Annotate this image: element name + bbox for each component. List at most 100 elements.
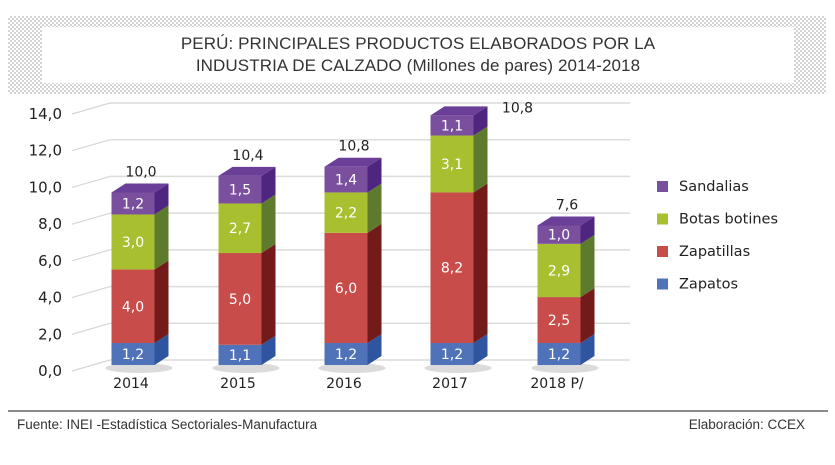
bar-top [430, 106, 488, 116]
chart-title-line-1: PERÚ: PRINCIPALES PRODUCTOS ELABORADOS P… [180, 34, 656, 53]
bar-total-label: 10,4 [232, 148, 263, 164]
chart-title-line-2: INDUSTRIA DE CALZADO (Millones de pares)… [195, 56, 641, 75]
legend: Sandalias Botas botines Zapatillas Zapatos [657, 179, 778, 293]
gridline-diagonal [71, 359, 111, 372]
gridline-diagonal [71, 322, 111, 335]
legend-label: Botas botines [679, 212, 778, 228]
bar-segment-zapatos [537, 342, 581, 365]
bar-segment-sandalias [111, 192, 155, 215]
segment-value-label: 1,4 [335, 173, 357, 189]
gridline-diagonal [71, 285, 111, 299]
bar-segment-side [580, 288, 595, 343]
x-tick-label: 2015 [220, 376, 256, 392]
gridline-diagonal [71, 212, 111, 225]
bar-shadow [105, 363, 173, 373]
bar-group-2016: 1,2 6,0 2,2 1,4 10,8 [318, 139, 386, 373]
bar-segment-zapatillas [537, 297, 581, 343]
segment-value-label: 2,5 [548, 313, 570, 329]
y-tick-label: 0,0 [38, 362, 62, 380]
legend-item-sandalias: Sandalias [657, 179, 749, 195]
bar-segment-side [154, 183, 169, 215]
bar-segment-side [261, 335, 276, 365]
legend-label: Sandalias [679, 179, 749, 195]
bar-segment-side [473, 126, 488, 193]
segment-value-label: 4,0 [122, 299, 144, 315]
bar-segment-side [261, 166, 276, 204]
title-band: PERÚ: PRINCIPALES PRODUCTOS ELABORADOS P… [8, 16, 826, 94]
x-tick-label: 2014 [113, 376, 149, 392]
bar-segment-side [580, 234, 595, 298]
bar-segment-side [367, 157, 382, 193]
bar-total-label: 10,0 [125, 164, 156, 180]
bar-segment-side [261, 244, 276, 345]
y-tick-label: 10,0 [29, 178, 62, 196]
y-tick-label: 6,0 [38, 252, 62, 270]
footer-divider [8, 410, 828, 412]
bar-segment-side [154, 205, 169, 270]
bar-group-2014: 1,2 4,0 3,0 1,2 10,0 [105, 164, 173, 373]
source-note: Fuente: INEI -Estadística Sectoriales-Ma… [17, 417, 318, 432]
bar-total-label: 10,8 [338, 139, 369, 155]
bar-top [218, 166, 276, 176]
segment-value-label: 2,7 [229, 221, 251, 237]
bar-segment-sandalias [218, 175, 262, 204]
bar-segment-side [154, 333, 169, 365]
bar-segment-zapatos [430, 342, 474, 365]
segment-value-label: 6,0 [335, 281, 357, 297]
y-tick-label: 12,0 [29, 142, 62, 160]
chart-title: PERÚ: PRINCIPALES PRODUCTOS ELABORADOS P… [42, 27, 794, 83]
bar-group-2017: 1,2 8,2 3,1 1,1 10,8 [424, 100, 533, 373]
legend-label: Zapatos [679, 277, 738, 293]
credit-note: Elaboración: CCEX [688, 417, 805, 432]
y-tick-label: 8,0 [38, 215, 62, 233]
bar-group-2015: 1,1 5,0 2,7 1,5 10,4 [212, 148, 280, 373]
bar-segment-sandalias [537, 225, 581, 244]
bar-top [324, 157, 382, 167]
bar-shadow [531, 363, 599, 373]
y-tick-label: 14,0 [29, 105, 62, 123]
legend-swatch [657, 181, 668, 192]
bars: 1,2 4,0 3,0 1,2 10,0 1,1 5,0 2,7 1,5 10,4 1,2 6,0 2,… [105, 100, 599, 373]
bar-segment-side [580, 333, 595, 365]
bar-total-label: 7,6 [556, 197, 578, 213]
bar-segment-zapatos [324, 342, 368, 365]
bar-segment-zapatillas [111, 269, 155, 343]
legend-swatch [657, 213, 668, 225]
segment-value-label: 8,2 [441, 261, 463, 277]
segment-value-label: 1,5 [229, 183, 251, 199]
bar-segment-side [367, 223, 382, 343]
bar-segment-sandalias [324, 166, 368, 193]
segment-value-label: 2,2 [335, 206, 357, 222]
bar-segment-side [473, 333, 488, 365]
bar-shadow [212, 363, 280, 373]
legend-item-botas-botines: Botas botines [657, 212, 778, 228]
bar-top [537, 216, 595, 226]
bar-segment-botas-botines [218, 203, 262, 254]
legend-item-zapatos: Zapatos [657, 277, 738, 293]
gridline-diagonal [71, 102, 111, 115]
y-axis: 0,0 2,0 4,0 6,0 8,0 10,0 12,0 14,0 [29, 105, 62, 380]
segment-value-label: 1,2 [335, 347, 357, 363]
bar-segment-zapatillas [324, 232, 368, 343]
y-tick-label: 2,0 [38, 325, 62, 343]
segment-value-label: 3,1 [441, 157, 463, 173]
gridline-diagonal [71, 139, 111, 152]
legend-label: Zapatillas [679, 244, 750, 260]
segment-value-label: 1,2 [548, 347, 570, 363]
segment-value-label: 1,1 [441, 118, 463, 134]
bar-group-2018P: 1,2 2,5 2,9 1,0 7,6 [531, 197, 599, 373]
segment-value-label: 1,0 [548, 228, 570, 244]
bar-segment-zapatillas [218, 253, 262, 345]
bar-segment-zapatos [218, 344, 262, 365]
bar-total-label: 10,8 [502, 100, 533, 116]
x-tick-label: 2018 P/ [530, 376, 584, 392]
segment-value-label: 2,9 [548, 263, 570, 279]
bar-segment-side [367, 333, 382, 365]
segment-value-label: 3,0 [122, 235, 144, 251]
x-tick-label: 2017 [432, 376, 468, 392]
bar-segment-zapatillas [430, 192, 474, 343]
y-tick-label: 4,0 [38, 289, 62, 307]
bar-segment-zapatos [111, 342, 155, 365]
bar-shadow [424, 363, 492, 373]
gridline-diagonal [71, 175, 111, 189]
